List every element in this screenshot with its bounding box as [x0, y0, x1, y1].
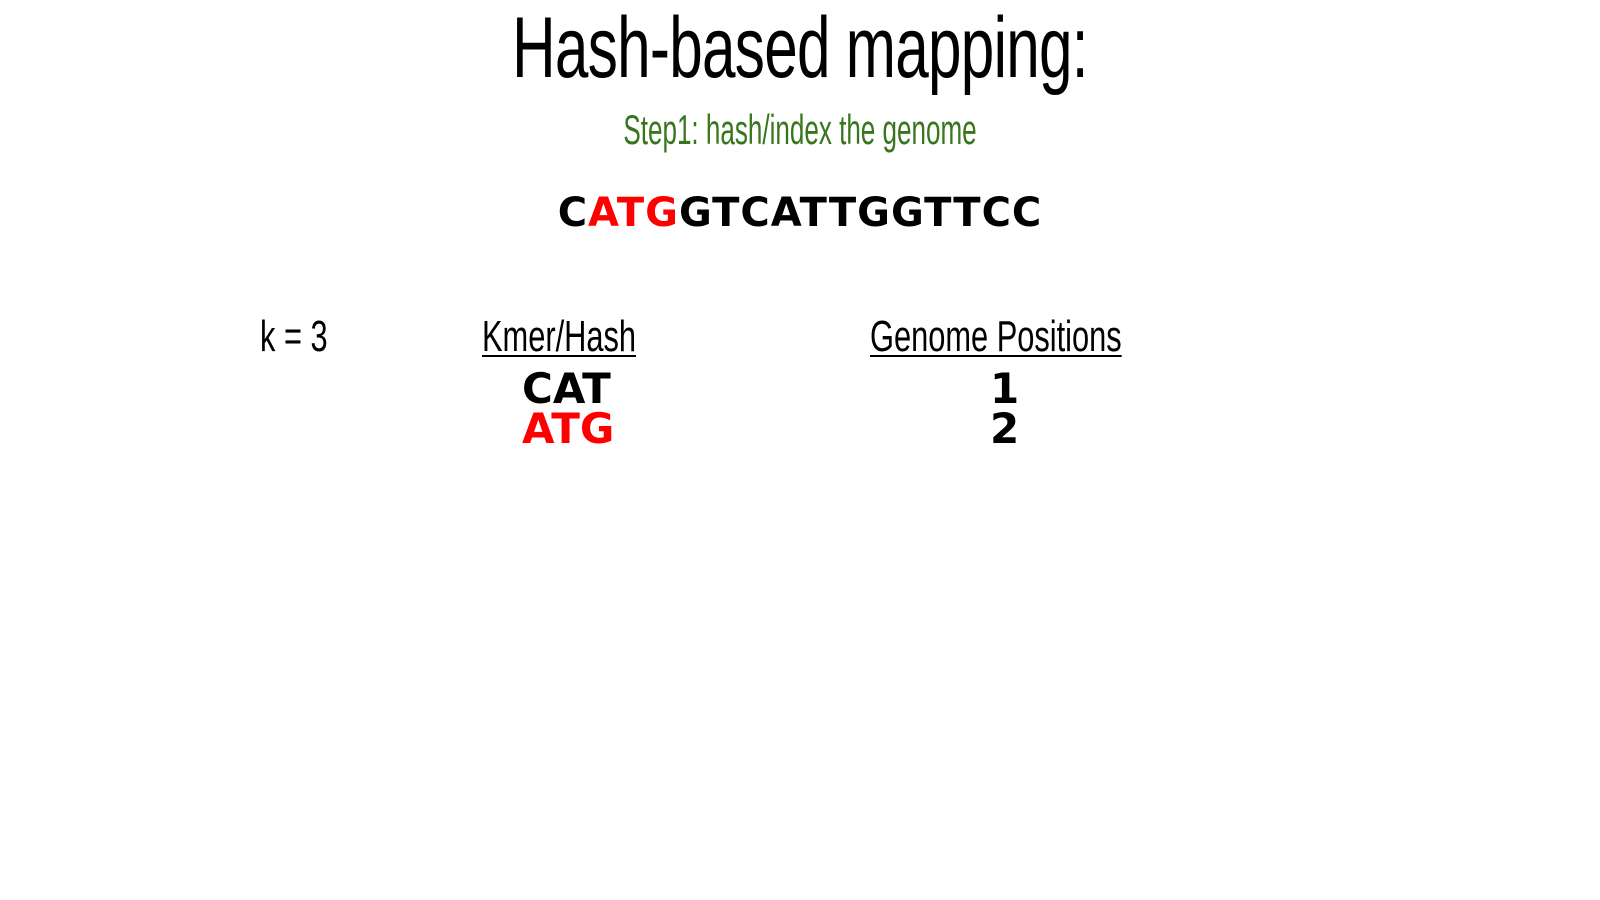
positions-column-header: Genome Positions: [870, 312, 1122, 361]
kmer-column-header: Kmer/Hash: [482, 312, 637, 361]
slide-subtitle: Step1: hash/index the genome: [623, 106, 977, 153]
position-cell-row-2: 2: [990, 404, 1020, 453]
sequence-suffix: GTCATTGGTTCC: [679, 190, 1043, 236]
slide-title: Hash-based mapping:: [512, 0, 1088, 96]
kmer-cell-row-2: ATG: [522, 404, 615, 453]
k-value-label: k = 3: [260, 312, 328, 361]
position-cell-row-1: 1: [990, 364, 1020, 413]
sequence-prefix: C: [557, 190, 589, 236]
kmer-cell-row-1: CAT: [522, 364, 611, 413]
genome-sequence: CATGGTCATTGGTTCC: [0, 188, 1600, 238]
sequence-highlight: ATG: [588, 190, 680, 236]
